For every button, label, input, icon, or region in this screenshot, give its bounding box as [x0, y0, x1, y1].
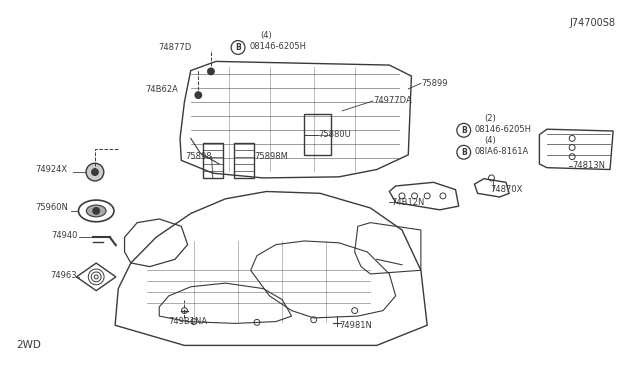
Text: J74700S8: J74700S8 [569, 18, 615, 28]
Text: 74963: 74963 [51, 271, 77, 280]
Bar [234, 143, 254, 177]
Ellipse shape [86, 205, 106, 217]
Text: 75898: 75898 [185, 152, 212, 161]
Text: 74981N: 74981N [339, 321, 372, 330]
Circle shape [231, 41, 245, 54]
Text: 74B12N: 74B12N [392, 198, 425, 207]
Circle shape [92, 207, 100, 215]
Circle shape [195, 91, 202, 99]
Text: B: B [461, 126, 467, 135]
Circle shape [207, 67, 215, 76]
Bar [203, 143, 223, 177]
Text: 74870X: 74870X [490, 185, 523, 194]
Text: 75960N: 75960N [35, 203, 68, 212]
Text: 74940: 74940 [51, 231, 77, 240]
Text: 74813N: 74813N [572, 161, 605, 170]
Text: 74B62A: 74B62A [145, 85, 178, 94]
Text: 75880U: 75880U [318, 130, 351, 139]
Text: B: B [235, 43, 241, 52]
Bar [304, 114, 332, 155]
Text: 74877D: 74877D [158, 44, 191, 52]
Text: 08IA6-8161A: 08IA6-8161A [474, 147, 529, 156]
Text: 74924X: 74924X [36, 165, 68, 174]
Text: (4): (4) [260, 31, 272, 40]
Text: 75899: 75899 [421, 79, 447, 88]
Text: 08146-6205H: 08146-6205H [474, 125, 531, 134]
Text: 2WD: 2WD [16, 340, 41, 350]
Circle shape [457, 145, 470, 159]
Circle shape [457, 124, 470, 137]
Text: (2): (2) [484, 114, 495, 123]
Text: B: B [461, 148, 467, 157]
Text: 08146-6205H: 08146-6205H [250, 42, 307, 51]
Text: (4): (4) [484, 136, 495, 145]
Text: 75898M: 75898M [254, 152, 287, 161]
Circle shape [91, 168, 99, 176]
Text: 749B1NA: 749B1NA [168, 317, 207, 326]
Text: 74977DA: 74977DA [373, 96, 412, 106]
Circle shape [86, 163, 104, 181]
